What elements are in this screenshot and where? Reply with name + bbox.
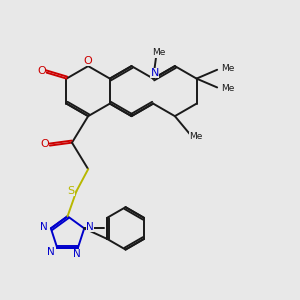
- Text: Me: Me: [189, 132, 202, 141]
- Text: Me: Me: [221, 84, 234, 93]
- Text: O: O: [37, 66, 46, 76]
- Text: N: N: [86, 222, 94, 232]
- Text: Me: Me: [152, 49, 166, 58]
- Text: O: O: [40, 139, 49, 149]
- Text: N: N: [47, 248, 55, 257]
- Text: Me: Me: [221, 64, 234, 73]
- Text: N: N: [40, 222, 47, 232]
- Text: S: S: [68, 186, 75, 196]
- Text: N: N: [73, 249, 80, 259]
- Text: N: N: [151, 68, 159, 78]
- Text: O: O: [84, 56, 92, 66]
